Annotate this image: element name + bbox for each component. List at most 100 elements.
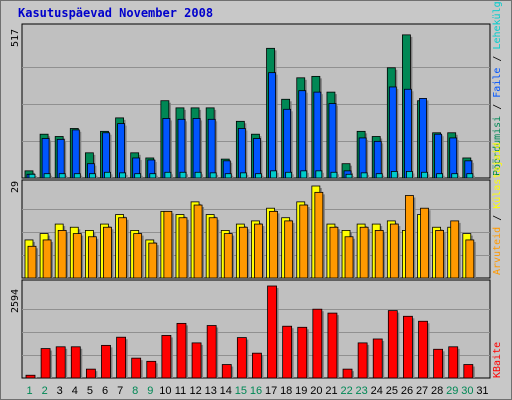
x-tick-label: 14 bbox=[220, 385, 232, 397]
bar-files bbox=[102, 132, 110, 179]
bar-kbytes bbox=[372, 338, 383, 379]
bar-kbytes bbox=[418, 320, 428, 379]
bar-pageviews bbox=[104, 171, 111, 179]
bar-files bbox=[207, 118, 216, 179]
x-tick-label: 26 bbox=[401, 385, 413, 397]
bar-pageviews bbox=[270, 170, 277, 179]
legend-middle: Arvuteid / Külastajaid bbox=[492, 143, 503, 275]
bar-pageviews bbox=[73, 173, 81, 179]
legend-files: Faile bbox=[492, 67, 503, 98]
top-axis-max-label: 517 bbox=[10, 28, 21, 47]
legend-pageviews: Lehekülgi bbox=[492, 0, 503, 50]
x-tick-label: 12 bbox=[189, 385, 201, 397]
bar-pageviews bbox=[285, 171, 293, 179]
bar-pageviews bbox=[239, 172, 247, 179]
bar-pageviews bbox=[406, 171, 413, 179]
x-tick-label: 29 bbox=[446, 385, 458, 397]
bar-pageviews bbox=[436, 173, 444, 179]
bar-pageviews bbox=[330, 171, 338, 179]
bar-pageviews bbox=[345, 173, 353, 179]
bar-pageviews bbox=[194, 171, 202, 179]
bar-visits bbox=[72, 233, 82, 279]
bar-kbytes bbox=[282, 325, 293, 379]
bar-pageviews bbox=[164, 171, 172, 179]
x-tick-label: 16 bbox=[250, 385, 262, 397]
x-tick-label: 11 bbox=[175, 385, 186, 397]
x-tick-label: 6 bbox=[102, 385, 108, 397]
x-tick-label: 4 bbox=[72, 385, 78, 397]
bar-files bbox=[162, 118, 171, 179]
x-tick-label: 17 bbox=[265, 385, 277, 397]
bar-kbytes bbox=[176, 322, 187, 379]
bar-pageviews bbox=[360, 172, 368, 179]
bar-kbytes bbox=[463, 364, 474, 379]
bar-kbytes bbox=[236, 337, 247, 379]
bar-visits bbox=[405, 195, 414, 279]
x-tick-label: 13 bbox=[205, 385, 217, 397]
legend-separator: / bbox=[492, 208, 503, 227]
bar-visits bbox=[450, 220, 460, 279]
x-tick-label: 19 bbox=[295, 385, 307, 397]
x-tick-label: 27 bbox=[416, 385, 428, 397]
bar-visits bbox=[299, 204, 309, 279]
legend-sites: Külastajaid bbox=[492, 142, 503, 209]
legend-bottom: KBaite bbox=[492, 342, 503, 378]
bar-pageviews bbox=[209, 172, 217, 179]
bar-visits bbox=[208, 217, 218, 279]
bar-files bbox=[268, 72, 276, 179]
bar-files bbox=[388, 86, 397, 179]
x-tick-label: 30 bbox=[461, 385, 473, 397]
bar-kbytes bbox=[357, 342, 368, 379]
bar-visits bbox=[344, 236, 354, 279]
bar-pageviews bbox=[375, 173, 383, 179]
x-tick-label: 1 bbox=[26, 385, 32, 397]
middle-axis-max-label: 29 bbox=[10, 180, 21, 193]
bar-kbytes bbox=[403, 315, 413, 379]
legend-separator: / bbox=[492, 97, 503, 116]
bar-visits bbox=[193, 204, 203, 279]
bar-kbytes bbox=[433, 348, 444, 379]
x-tick-label: 10 bbox=[159, 385, 171, 397]
bar-files bbox=[56, 138, 65, 179]
x-tick-label: 3 bbox=[57, 385, 63, 397]
x-tick-label: 21 bbox=[325, 385, 337, 397]
bar-kbytes bbox=[191, 342, 202, 379]
x-tick-label: 24 bbox=[371, 385, 383, 397]
bar-pageviews bbox=[255, 173, 262, 179]
legend-kbytes: KBaite bbox=[492, 341, 503, 378]
bar-files bbox=[71, 129, 80, 179]
bar-visits bbox=[87, 236, 97, 279]
bar-files bbox=[358, 137, 367, 179]
bar-visits bbox=[420, 207, 429, 279]
bar-files bbox=[419, 98, 427, 179]
bar-visits bbox=[269, 210, 278, 279]
bar-visits bbox=[359, 226, 369, 279]
bar-visits bbox=[223, 233, 233, 279]
page-title: Kasutuspäevad November 2008 bbox=[18, 6, 214, 20]
x-tick-label: 5 bbox=[87, 385, 93, 397]
bar-pageviews bbox=[300, 170, 308, 179]
bar-pageviews bbox=[134, 173, 142, 179]
bar-visits bbox=[57, 230, 67, 279]
bar-visits bbox=[465, 239, 475, 279]
x-tick-label: 7 bbox=[117, 385, 123, 397]
bar-visits bbox=[389, 223, 399, 279]
x-tick-label: 8 bbox=[132, 385, 138, 397]
bar-visits bbox=[238, 226, 248, 279]
bar-pageviews bbox=[315, 170, 323, 179]
x-tick-label: 31 bbox=[476, 385, 488, 397]
bar-kbytes bbox=[146, 360, 157, 379]
bar-files bbox=[298, 90, 307, 179]
bar-files bbox=[117, 123, 125, 179]
bar-files bbox=[313, 91, 322, 179]
bar-files bbox=[177, 118, 186, 179]
bar-visits bbox=[254, 223, 263, 279]
bar-visits bbox=[284, 220, 294, 279]
bar-kbytes bbox=[25, 374, 36, 379]
bar-pageviews bbox=[43, 173, 51, 179]
bar-pageviews bbox=[421, 171, 428, 179]
x-tick-label: 9 bbox=[147, 385, 153, 397]
bar-kbytes bbox=[116, 336, 126, 379]
bar-pageviews bbox=[119, 172, 126, 179]
